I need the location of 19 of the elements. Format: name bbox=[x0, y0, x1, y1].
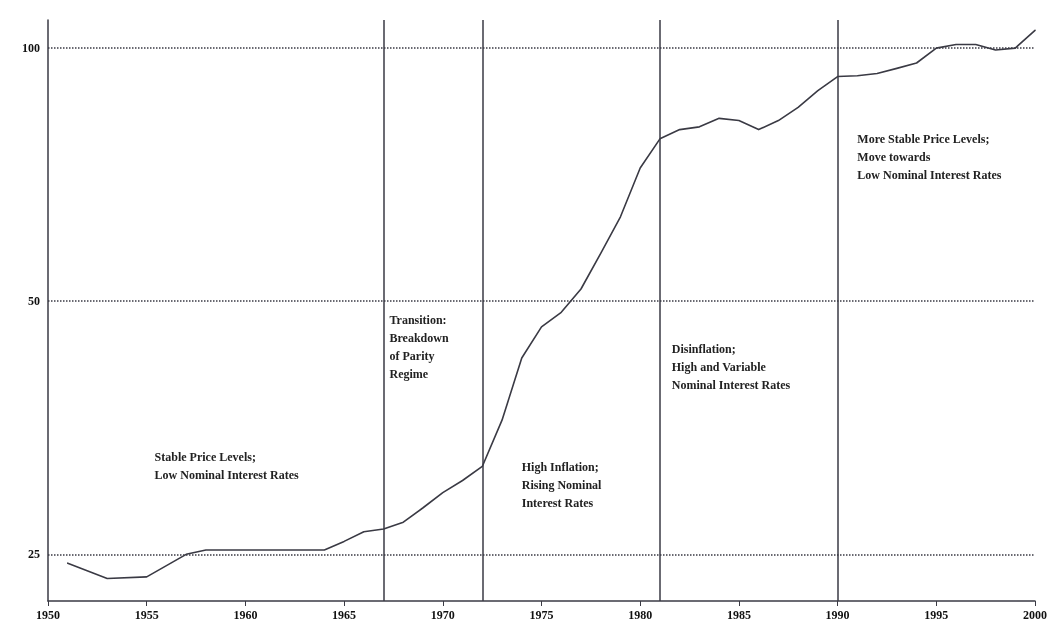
x-tick-label: 1990 bbox=[825, 608, 850, 622]
x-tick-label: 1980 bbox=[628, 608, 653, 622]
x-tick-label: 1995 bbox=[924, 608, 949, 622]
x-tick-label: 1985 bbox=[726, 608, 751, 622]
annotation: Stable Price Levels; Low Nominal Interest Rates bbox=[154, 450, 300, 483]
x-tick-label: 1970 bbox=[430, 608, 455, 622]
y-tick-label: 100 bbox=[22, 41, 40, 56]
y-tick-label: 25 bbox=[28, 547, 40, 562]
x-tick-label: 1965 bbox=[332, 608, 357, 622]
y-tick-label: 50 bbox=[28, 294, 40, 309]
x-tick-label: 1950 bbox=[36, 608, 60, 622]
annotation: Transition: Breakdown of Parity Regime bbox=[389, 312, 449, 381]
x-tick-label: 1960 bbox=[233, 608, 258, 622]
x-tick-label: 1955 bbox=[134, 608, 159, 622]
annotation: High Inflation; Rising Nominal Interest Rates bbox=[521, 460, 603, 511]
x-tick-label: 1975 bbox=[529, 608, 554, 622]
annotation: More Stable Price Levels; Move towards Low Nominal Interest Rates bbox=[857, 132, 1002, 183]
annotation: Disinflation; High and Variable Nominal Interest Rates bbox=[671, 341, 791, 392]
x-tick-label: 2000 bbox=[1023, 608, 1047, 622]
